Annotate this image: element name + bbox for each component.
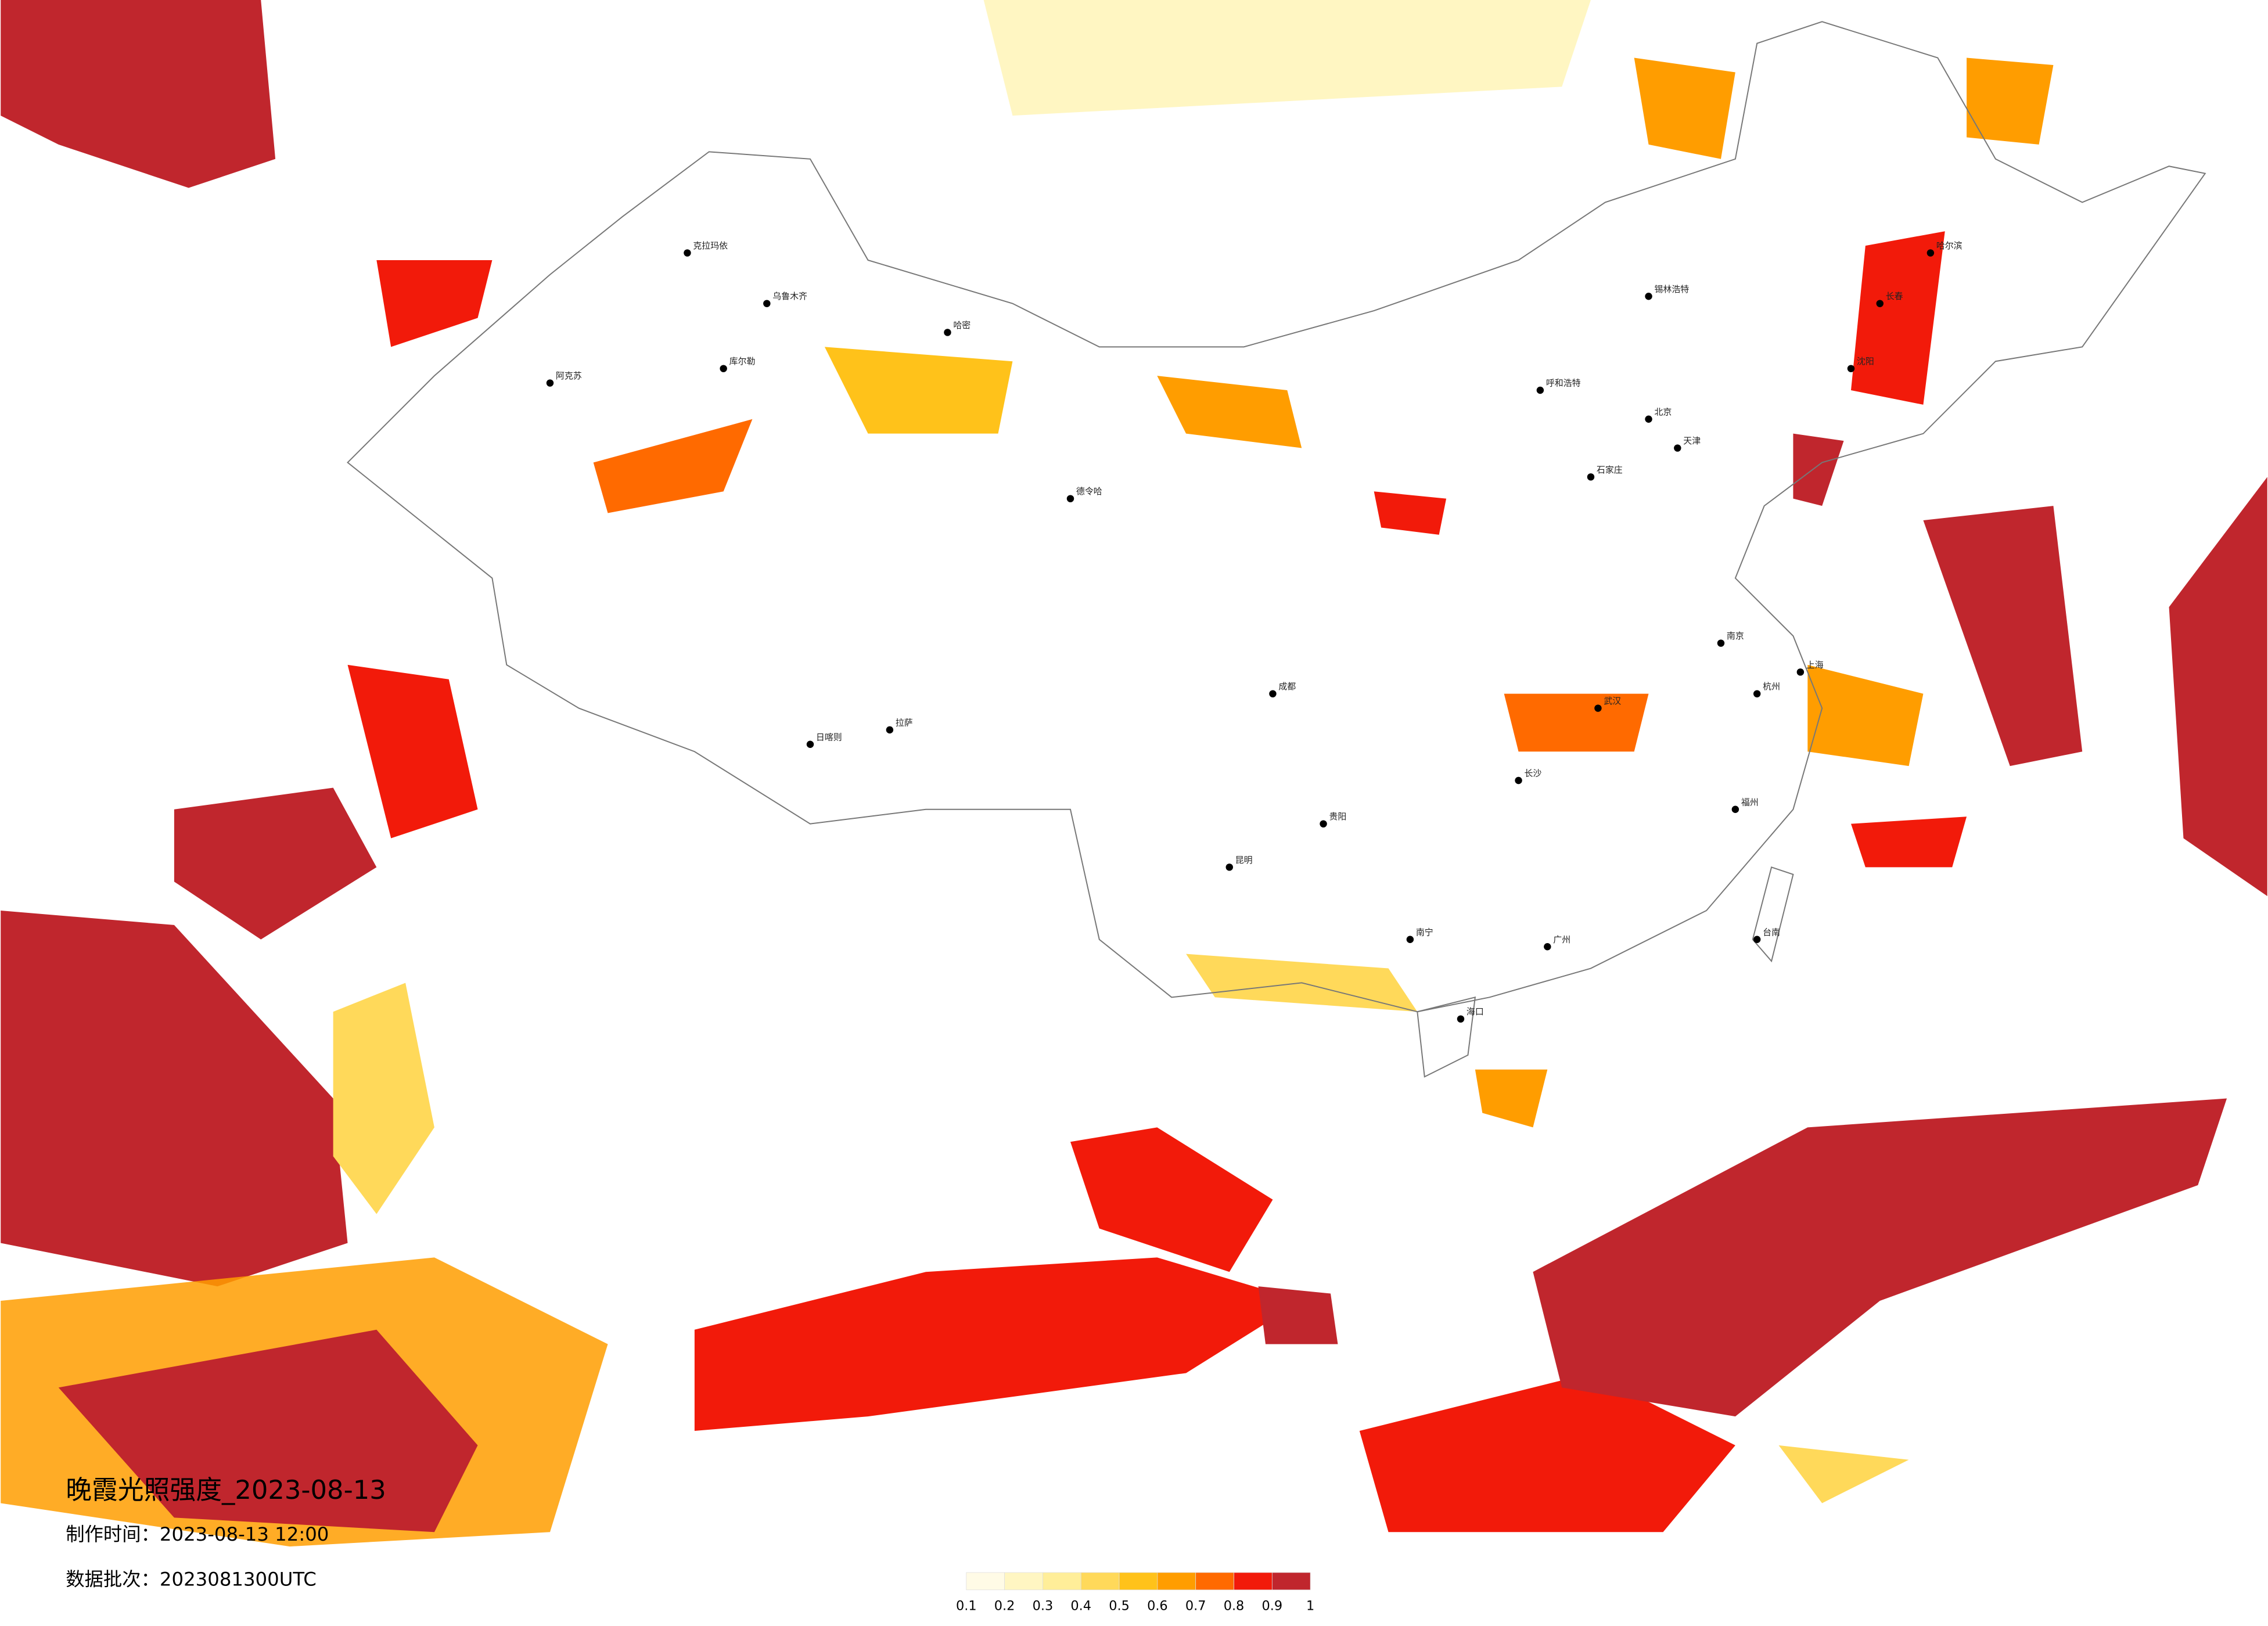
legend-tick-label: 0.9 — [1262, 1599, 1283, 1614]
city-dot — [1717, 639, 1725, 647]
city-dot — [1320, 820, 1327, 828]
city-label: 库尔勒 — [729, 356, 756, 366]
city-dot — [1587, 473, 1595, 481]
city-dot — [1645, 415, 1652, 423]
city-dot — [720, 365, 727, 372]
city-dot — [1645, 293, 1652, 300]
city-dot — [1225, 864, 1233, 871]
city-label: 杭州 — [1763, 681, 1780, 692]
city-label: 长春 — [1886, 291, 1903, 301]
city-label: 上海 — [1806, 660, 1824, 670]
heat-layer — [1, 0, 2267, 1547]
legend-swatch — [1234, 1572, 1273, 1591]
city-label: 日喀则 — [816, 732, 842, 742]
city-label: 成都 — [1278, 681, 1296, 692]
city-label: 乌鲁木齐 — [772, 291, 807, 301]
city-label: 沈阳 — [1857, 356, 1874, 366]
city-dot — [1594, 704, 1602, 712]
city-label: 德令哈 — [1076, 486, 1102, 497]
island-outline — [1417, 866, 1794, 1078]
legend-tick-label: 0.1 — [956, 1599, 977, 1614]
city-dot — [1876, 300, 1884, 307]
legend-tick-label: 0.6 — [1147, 1599, 1168, 1614]
city-dot — [1269, 690, 1277, 697]
legend-swatch — [1080, 1572, 1120, 1591]
legend-swatch — [1195, 1572, 1234, 1591]
city-dot — [763, 300, 771, 307]
city-dot — [1457, 1015, 1465, 1023]
city-dot — [1796, 668, 1805, 676]
legend-swatch — [1119, 1572, 1158, 1591]
city-label: 长沙 — [1525, 768, 1542, 779]
city-label: 广州 — [1553, 934, 1570, 945]
city-label: 福州 — [1741, 797, 1759, 807]
city-dot — [1847, 365, 1855, 372]
city-label: 呼和浩特 — [1546, 378, 1581, 388]
city-dot — [1753, 936, 1761, 943]
city-label: 哈密 — [953, 320, 971, 330]
city-label: 哈尔滨 — [1936, 240, 1963, 251]
city-dot — [684, 249, 691, 257]
city-label: 石家庄 — [1597, 465, 1623, 475]
city-dot — [1753, 690, 1761, 697]
legend-tick-label: 1 — [1306, 1599, 1314, 1614]
city-label: 南京 — [1727, 631, 1744, 641]
city-dot — [1406, 936, 1414, 943]
legend-tick-label: 0.5 — [1109, 1599, 1130, 1614]
city-label: 阿克苏 — [556, 370, 582, 381]
map-title: 晚霞光照强度_2023-08-13 — [66, 1474, 386, 1505]
legend-swatch — [966, 1572, 1005, 1591]
city-label: 海口 — [1467, 1006, 1484, 1017]
city-dot — [886, 726, 894, 734]
city-dot — [1544, 943, 1551, 951]
city-label: 昆明 — [1235, 855, 1253, 865]
legend-tick-label: 0.4 — [1070, 1599, 1091, 1614]
legend: 0.1 0.2 0.3 0.4 0.5 0.6 0.7 0.8 0.9 1 — [956, 1572, 1314, 1614]
city-label: 南宁 — [1416, 927, 1433, 937]
legend-tick-label: 0.2 — [994, 1599, 1015, 1614]
city-label: 锡林浩特 — [1655, 284, 1690, 294]
legend-swatch — [1004, 1572, 1043, 1591]
city-label: 武汉 — [1604, 696, 1621, 706]
city-label: 台南 — [1763, 927, 1780, 937]
legend-swatch — [1043, 1572, 1081, 1591]
city-dot — [806, 740, 814, 748]
city-label: 天津 — [1683, 436, 1701, 446]
legend-tick-label: 0.7 — [1185, 1599, 1206, 1614]
legend-tick-label: 0.3 — [1033, 1599, 1054, 1614]
city-dot — [1515, 776, 1522, 785]
city-dot — [1674, 444, 1681, 452]
country-outline — [347, 21, 2206, 1013]
city-dot — [944, 329, 951, 336]
city-label: 北京 — [1655, 406, 1672, 417]
city-dot — [1731, 805, 1739, 813]
city-label: 克拉玛依 — [693, 240, 728, 251]
legend-swatch — [1157, 1572, 1196, 1591]
city-dot — [1926, 249, 1935, 257]
data-batch: 数据批次：2023081300UTC — [66, 1568, 317, 1590]
legend-tick-label: 0.8 — [1224, 1599, 1245, 1614]
legend-swatch — [1271, 1572, 1311, 1591]
city-label: 贵阳 — [1329, 811, 1347, 822]
city-dot — [1536, 386, 1544, 394]
city-label: 拉萨 — [896, 717, 913, 728]
city-dot — [546, 379, 554, 387]
made-time: 制作时间：2023-08-13 12:00 — [66, 1523, 329, 1545]
city-dot — [1066, 495, 1074, 502]
